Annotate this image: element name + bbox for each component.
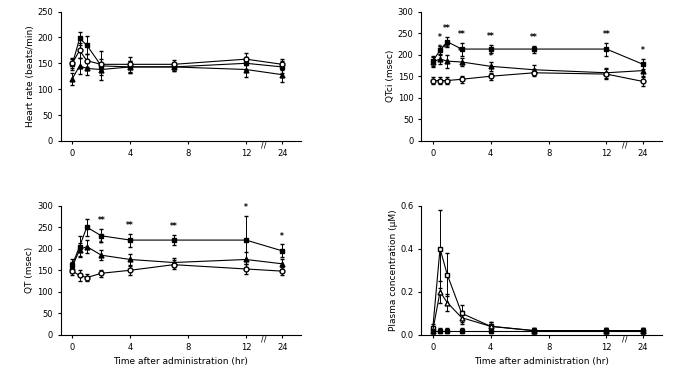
Text: **: ** [603,30,610,39]
Y-axis label: Heart rate (beats/min): Heart rate (beats/min) [26,25,34,127]
Text: **: ** [458,47,466,56]
Text: *: * [244,204,248,213]
Text: **: ** [458,30,466,39]
Text: **: ** [97,216,105,226]
X-axis label: Time after administration (hr): Time after administration (hr) [474,357,609,366]
Text: //: // [261,335,267,344]
Y-axis label: QTci (msec): QTci (msec) [386,50,395,102]
Y-axis label: Plasma concentration (μM): Plasma concentration (μM) [389,209,398,331]
Text: //: // [622,141,628,150]
Text: *: * [438,44,442,52]
Text: *: * [99,240,103,249]
Text: *: * [489,52,493,61]
Text: **: ** [487,32,495,41]
Text: **: ** [170,222,178,231]
Text: **: ** [443,24,451,33]
Text: **: ** [443,44,451,54]
Text: **: ** [531,33,538,42]
X-axis label: Time after administration (hr): Time after administration (hr) [113,357,248,366]
Text: *: * [438,33,442,42]
Text: *: * [280,231,284,241]
Text: **: ** [126,221,134,230]
Text: //: // [261,141,267,150]
Text: //: // [622,335,628,344]
Y-axis label: QT (msec): QT (msec) [26,247,34,293]
Text: *: * [641,46,645,55]
